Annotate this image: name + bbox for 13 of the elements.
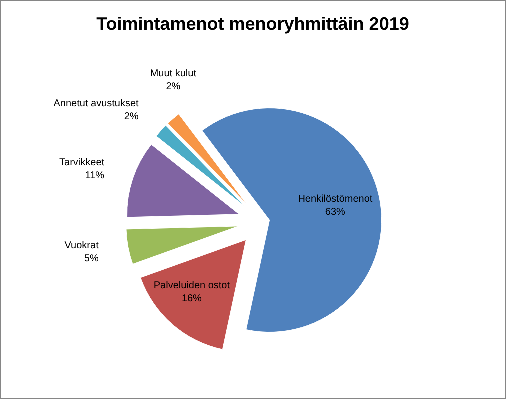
slice-label: Tarvikkeet <box>60 157 105 168</box>
slice-label: Annetut avustukset <box>54 98 140 110</box>
slice-label: Vuokrat <box>64 240 100 252</box>
data-label: 2% <box>124 112 139 123</box>
chart-title: Toimintamenot menoryhmittäin 2019 <box>96 14 410 34</box>
slice-label: Henkilöstömenot <box>298 194 373 205</box>
data-label: 16% <box>182 294 202 305</box>
slice-label: Muut kulut <box>150 68 197 80</box>
data-label: 2% <box>166 82 181 93</box>
slice-label: Palveluiden ostot <box>154 280 230 292</box>
data-label: 63% <box>325 206 346 218</box>
data-label: 5% <box>84 254 99 265</box>
data-label: 11% <box>85 170 105 182</box>
